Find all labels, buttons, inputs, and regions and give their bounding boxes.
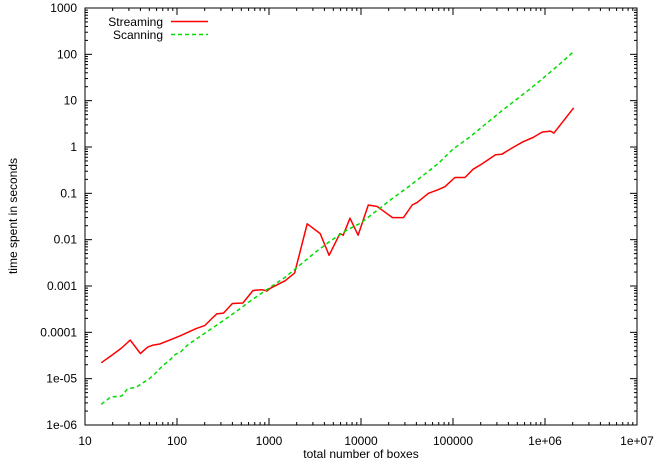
x-tick-label: 10 [78,434,92,448]
y-tick-label: 10 [64,94,78,108]
y-tick-label: 1000 [50,1,77,15]
series-line-streaming [100,107,575,364]
y-tick-label: 1 [70,140,77,154]
x-tick-label: 1e+06 [528,434,562,448]
x-axis-title: total number of boxes [303,447,419,461]
plot-border [84,7,638,426]
x-tick-label: 100 [167,434,187,448]
y-tick-label: 0.1 [60,186,77,200]
legend-label-scanning: Scanning [113,28,163,42]
x-tick-label: 1e+07 [620,434,654,448]
legend-label-streaming: Streaming [108,15,163,29]
y-tick-label: 0.001 [47,279,77,293]
y-tick-label: 0.01 [54,233,78,247]
x-tick-label: 100000 [433,434,473,448]
y-tick-label: 1e-06 [46,418,77,432]
y-tick-label: 0.0001 [40,325,77,339]
series-line-scanning [100,50,575,405]
x-tick-label: 10000 [344,434,378,448]
y-tick-label: 100 [57,47,77,61]
x-tick-label: 1000 [256,434,283,448]
y-tick-label: 1e-05 [46,372,77,386]
y-axis-title: time spent in seconds [6,157,20,275]
